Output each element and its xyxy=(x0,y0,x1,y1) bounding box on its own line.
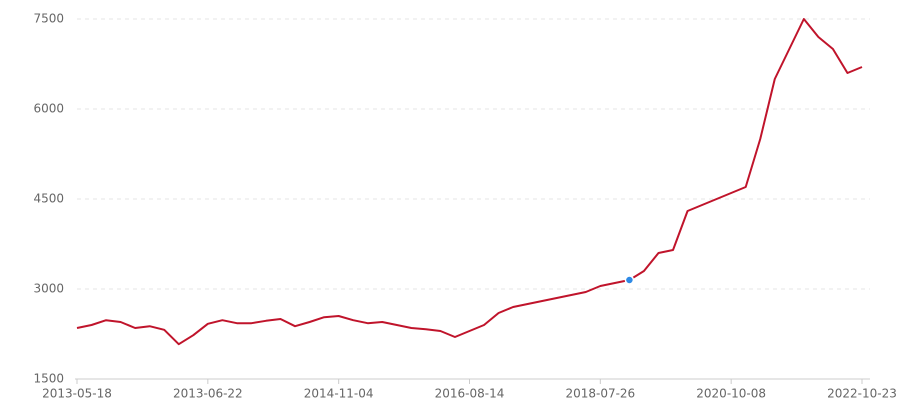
x-tick-label: 2018-07-26 xyxy=(565,387,635,400)
x-tick-label: 2014-11-04 xyxy=(304,387,374,400)
x-tick-label: 2013-05-18 xyxy=(42,387,112,400)
y-tick-label: 7500 xyxy=(33,12,64,26)
y-tick-label: 4500 xyxy=(33,192,64,206)
line-series xyxy=(76,18,863,346)
x-tick-label: 2020-10-08 xyxy=(696,387,766,400)
y-tick-label: 3000 xyxy=(33,282,64,296)
y-tick-label: 6000 xyxy=(33,102,64,116)
y-tick-label: 1500 xyxy=(33,372,64,386)
x-tick-label: 2016-08-14 xyxy=(435,387,505,400)
x-tick-label: 2022-10-23 xyxy=(827,387,897,400)
highlight-point xyxy=(624,275,635,285)
x-tick-label: 2013-06-22 xyxy=(173,387,243,400)
